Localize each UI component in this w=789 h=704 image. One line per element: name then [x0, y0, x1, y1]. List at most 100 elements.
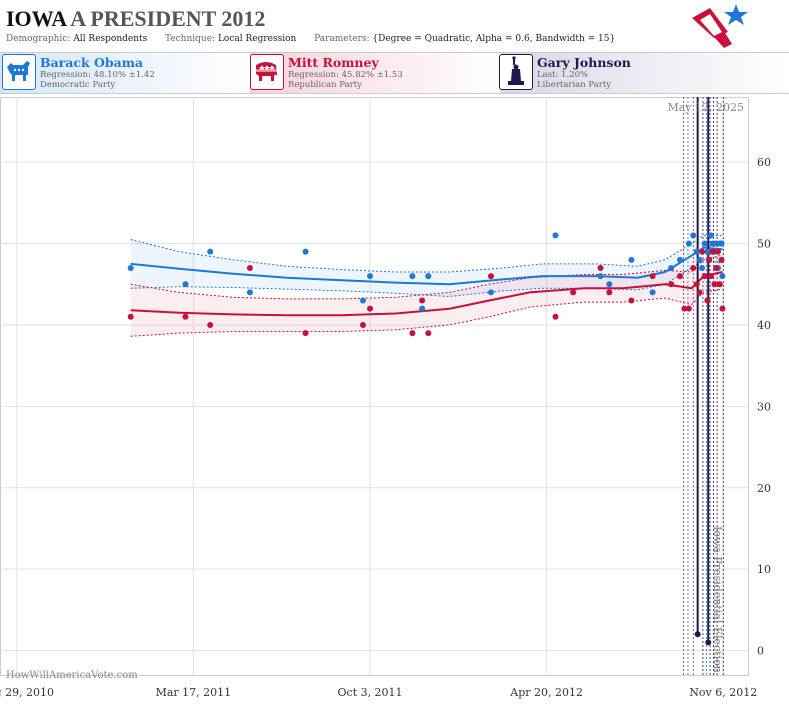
poll-point — [597, 273, 604, 280]
poll-point — [677, 256, 683, 263]
poll-point — [207, 248, 214, 255]
x-tick-label: Apr 20, 2012 — [509, 686, 583, 699]
candidate-name: Mitt Romney — [288, 55, 379, 70]
poll-point — [685, 240, 692, 247]
poll-point — [709, 248, 716, 255]
poll-point — [246, 264, 253, 271]
poll-point — [707, 232, 714, 239]
candidate-bar: Barack Obama Regression: 48.10% ±1.42 De… — [0, 52, 789, 94]
poll-point — [711, 281, 718, 288]
candidate-name: Gary Johnson — [537, 55, 631, 70]
poll-point — [690, 232, 697, 239]
candidate-stat: Last: 1.20% — [537, 70, 589, 80]
poll-points — [127, 232, 726, 646]
poll-point — [302, 248, 309, 255]
poll-point — [693, 281, 700, 288]
poll-point — [696, 289, 703, 296]
state-name: IOWA — [6, 6, 66, 31]
poll-point — [719, 305, 726, 312]
poll-point — [606, 281, 613, 288]
statue-of-liberty-icon — [499, 54, 533, 90]
trend-lines — [130, 97, 723, 643]
event-label: Iowa Presidential Election — [711, 526, 724, 673]
donkey-icon — [2, 54, 36, 90]
parameters-value: {Degree = Quadratic, Alpha = 0.6, Bandwi… — [372, 34, 616, 44]
poll-point — [488, 289, 495, 296]
poll-point — [718, 256, 725, 263]
poll-point — [677, 273, 683, 280]
poll-point — [207, 321, 214, 328]
site-logo-icon[interactable] — [688, 2, 750, 50]
y-tick-label: 40 — [757, 319, 771, 332]
grid — [0, 97, 749, 676]
poll-point — [409, 330, 416, 337]
poll-point — [668, 281, 675, 288]
elephant-icon — [250, 54, 284, 90]
poll-point — [570, 289, 577, 296]
poll-point — [182, 313, 189, 320]
y-tick-label: 0 — [757, 645, 764, 658]
poll-point — [685, 305, 692, 312]
poll-point — [706, 256, 713, 263]
poll-point — [606, 289, 613, 296]
poll-point — [681, 305, 688, 312]
poll-point — [552, 313, 559, 320]
poll-point — [182, 281, 189, 288]
candidate-stat: Regression: 48.10% ±1.42 — [40, 70, 155, 80]
poll-point — [694, 631, 701, 638]
confidence-bands — [130, 234, 723, 337]
candidate-party: Republican Party — [288, 80, 362, 90]
poll-point — [302, 330, 309, 337]
plot-frame — [0, 97, 749, 676]
x-tick-label: Aug 29, 2010 — [0, 686, 54, 699]
poll-point — [719, 273, 726, 280]
poll-point — [367, 273, 374, 280]
poll-point — [359, 297, 366, 304]
poll-point — [707, 273, 714, 280]
poll-chart: 0 10 20 30 40 50 60 Aug 29, 2010 Mar 17, 2011 Oct… — [0, 97, 771, 699]
confidence-lower — [130, 288, 723, 337]
poll-point — [425, 330, 432, 337]
poll-point — [246, 289, 253, 296]
poll-point — [693, 248, 700, 255]
poll-point — [488, 273, 495, 280]
poll-point — [699, 248, 706, 255]
poll-point — [649, 273, 656, 280]
candidate-party: Democratic Party — [40, 80, 116, 90]
site-credit[interactable]: HowWillAmericaVote.com — [6, 670, 138, 681]
poll-point — [127, 264, 134, 271]
poll-point — [713, 264, 720, 271]
technique-label: Technique: — [165, 34, 216, 44]
y-tick-label: 60 — [757, 156, 771, 169]
poll-point — [704, 297, 711, 304]
poll-point — [718, 240, 725, 247]
poll-point — [705, 639, 712, 646]
technique-value: Local Regression — [217, 34, 297, 44]
candidate-party: Libertarian Party — [537, 80, 612, 90]
event-lines — [683, 97, 724, 675]
y-tick-label: 10 — [757, 563, 771, 576]
poll-point — [409, 273, 416, 280]
poll-point — [699, 264, 706, 271]
candidate-stat: Regression: 45.82% ±1.53 — [288, 70, 403, 80]
poll-point — [597, 264, 604, 271]
demographic-value: All Respondents — [73, 34, 148, 44]
race-name: A PRESIDENT 2012 — [70, 6, 266, 31]
candidate-name: Barack Obama — [40, 55, 144, 70]
axes: 0 10 20 30 40 50 60 Aug 29, 2010 Mar 17, 2011 Oct… — [0, 156, 771, 699]
candidate-bar-background — [0, 52, 789, 94]
y-tick-label: 20 — [757, 482, 771, 495]
poll-point — [701, 273, 708, 280]
poll-point — [628, 256, 635, 263]
header: IOWA A PRESIDENT 2012 Demographic: All R… — [0, 0, 789, 52]
page-title: IOWA A PRESIDENT 2012 — [6, 6, 265, 32]
x-tick-label: Nov 6, 2012 — [689, 686, 757, 699]
y-tick-label: 50 — [757, 238, 771, 251]
poll-point — [367, 305, 374, 312]
trend-line — [130, 271, 723, 317]
poll-point — [552, 232, 559, 239]
confidence-band — [130, 235, 723, 297]
poll-point — [419, 305, 426, 312]
parameters-line: Demographic: All Respondents Technique: … — [6, 34, 615, 44]
poll-point — [649, 289, 656, 296]
